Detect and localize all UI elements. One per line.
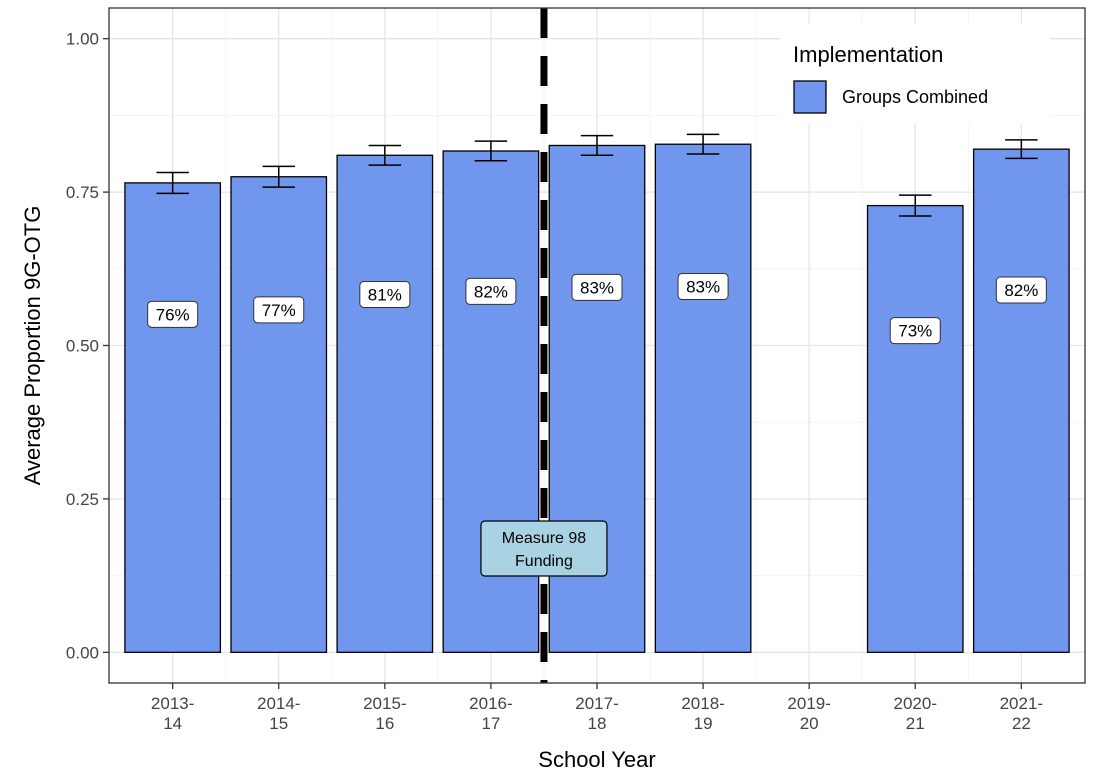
x-tick-label: 2016- bbox=[469, 694, 512, 713]
x-tick-label: 2021- bbox=[1000, 694, 1043, 713]
data-label: 82% bbox=[995, 276, 1047, 304]
x-tick-label: 2014- bbox=[257, 694, 300, 713]
x-tick-label: 2020- bbox=[894, 694, 937, 713]
data-label: 77% bbox=[253, 296, 305, 324]
x-tick-label: 17 bbox=[481, 714, 500, 733]
legend: Implementation Groups Combined bbox=[780, 24, 1050, 124]
legend-swatch bbox=[793, 80, 827, 114]
data-label-box bbox=[571, 273, 623, 301]
error-bar bbox=[899, 194, 932, 217]
data-label-text: 81% bbox=[368, 285, 402, 304]
data-label-text: 82% bbox=[474, 282, 508, 301]
bar bbox=[654, 143, 752, 653]
data-label: 83% bbox=[677, 272, 729, 300]
error-bar bbox=[474, 140, 508, 162]
x-tick-label: 2019- bbox=[787, 694, 830, 713]
data-label-box bbox=[889, 317, 941, 345]
data-label: 83% bbox=[571, 273, 623, 301]
y-tick-label: 0.25 bbox=[66, 490, 99, 509]
data-label-box bbox=[253, 296, 305, 324]
funding-annotation-text: Funding bbox=[515, 553, 573, 570]
error-bar bbox=[262, 165, 295, 188]
axes: 0.000.250.500.751.002013-142014-152015-1… bbox=[66, 7, 1086, 733]
data-label-text: 82% bbox=[1004, 281, 1038, 300]
data-label: 81% bbox=[359, 280, 411, 308]
x-tick-label: 19 bbox=[694, 714, 713, 733]
x-tick-label: 14 bbox=[163, 714, 182, 733]
error-bar bbox=[156, 171, 189, 195]
x-axis-title: School Year bbox=[538, 747, 655, 771]
bar bbox=[336, 154, 434, 653]
x-tick-label: 2013- bbox=[151, 694, 194, 713]
data-label: 82% bbox=[465, 277, 517, 305]
data-label-box bbox=[677, 272, 729, 300]
y-tick-label: 0.75 bbox=[66, 183, 99, 202]
x-tick-label: 22 bbox=[1012, 714, 1031, 733]
data-label-text: 73% bbox=[898, 322, 932, 341]
data-label-box bbox=[995, 276, 1047, 304]
error-bars bbox=[156, 133, 1038, 217]
funding-annotation-box bbox=[480, 520, 608, 577]
data-label-box bbox=[359, 280, 411, 308]
bar bbox=[230, 176, 328, 653]
data-label: 73% bbox=[889, 317, 941, 345]
data-label-box bbox=[465, 277, 517, 305]
bar bbox=[866, 204, 964, 653]
error-bar bbox=[368, 144, 402, 166]
data-labels: 76% 77% 81% 82% 83% 83% 73% 82% Measure 98 Fundin… bbox=[147, 272, 1047, 577]
bar bbox=[442, 150, 540, 653]
data-label-text: 77% bbox=[262, 301, 296, 320]
legend-label: Groups Combined bbox=[842, 87, 988, 107]
data-label-text: 83% bbox=[686, 277, 720, 296]
y-tick-label: 0.00 bbox=[66, 643, 99, 662]
x-tick-label: 21 bbox=[906, 714, 925, 733]
bar bbox=[972, 148, 1070, 653]
error-bar bbox=[686, 133, 720, 155]
y-axis-title: Average Proportion 9G-OTG bbox=[20, 206, 45, 486]
y-tick-label: 0.50 bbox=[66, 337, 99, 356]
funding-annotation: Measure 98 Funding bbox=[480, 520, 608, 577]
x-tick-label: 2017- bbox=[575, 694, 618, 713]
x-tick-label: 16 bbox=[375, 714, 394, 733]
error-bar bbox=[580, 134, 614, 157]
bar bbox=[124, 182, 222, 653]
data-label-text: 83% bbox=[580, 278, 614, 297]
data-label-text: 76% bbox=[156, 305, 190, 324]
x-tick-label: 2018- bbox=[681, 694, 724, 713]
x-tick-label: 15 bbox=[269, 714, 288, 733]
data-label-box bbox=[147, 300, 199, 328]
error-bar bbox=[1005, 139, 1038, 160]
funding-annotation-text: Measure 98 bbox=[502, 530, 587, 547]
x-tick-label: 20 bbox=[800, 714, 819, 733]
legend-title: Implementation bbox=[793, 42, 943, 67]
x-tick-label: 18 bbox=[588, 714, 607, 733]
x-tick-label: 2015- bbox=[363, 694, 406, 713]
y-tick-label: 1.00 bbox=[66, 30, 99, 49]
data-label: 76% bbox=[147, 300, 199, 328]
